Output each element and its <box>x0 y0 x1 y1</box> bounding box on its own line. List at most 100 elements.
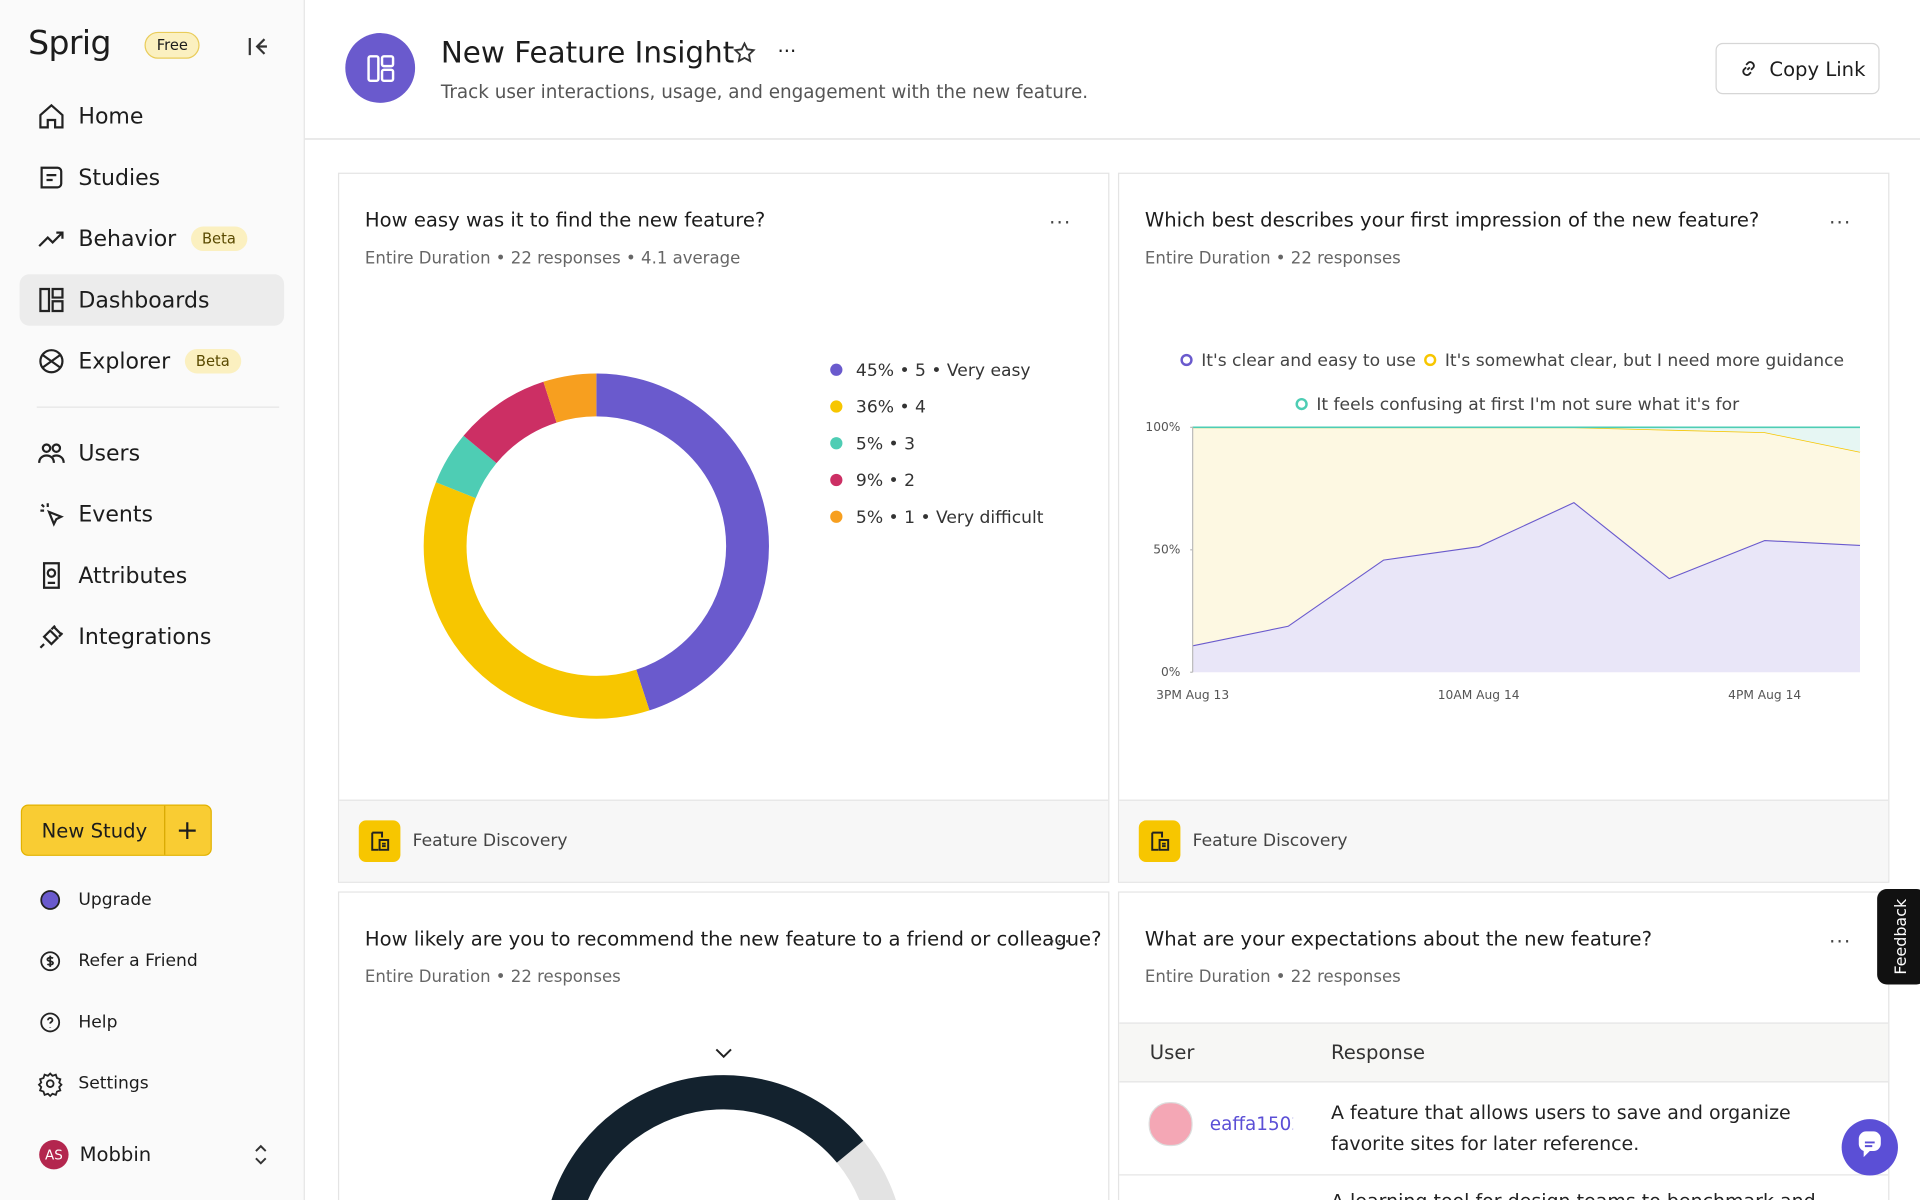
icon <box>40 890 61 910</box>
nav-label: Integrations <box>78 623 212 650</box>
card-meta: Entire Duration • 22 responses <box>1144 967 1401 987</box>
page-subtitle: Track user interactions, usage, and enga… <box>440 80 1089 103</box>
gauge-track <box>836 1140 896 1200</box>
dashboard-icon <box>345 33 416 103</box>
footer-label: Feature Discovery <box>1192 831 1348 852</box>
card-title: How easy was it to find the new feature? <box>364 208 766 232</box>
nav-item[interactable]: Studies <box>20 152 284 203</box>
nav-item[interactable]: Dashboards <box>19 274 285 326</box>
area <box>1192 502 1860 673</box>
legend-entry: 9% • 2 <box>856 471 915 491</box>
separator: • <box>883 508 904 528</box>
legend-entry: It's clear and easy to use <box>1201 351 1416 371</box>
icon <box>38 443 65 463</box>
card-title: What are your expectations about the new… <box>1144 926 1653 951</box>
chat-button[interactable] <box>1841 1119 1898 1176</box>
row-divider <box>1119 1174 1889 1176</box>
plus[interactable]: + <box>164 805 209 855</box>
footer-label: Feature Discovery <box>412 831 568 852</box>
card-menu[interactable]: ··· <box>1049 210 1072 234</box>
legend-entry: It's somewhat clear, but I need more gui… <box>1445 351 1844 371</box>
feedback-tab[interactable]: Feedback <box>1877 888 1920 985</box>
table-header <box>1119 1022 1889 1083</box>
copy-link-button[interactable]: Copy Link <box>1715 42 1880 95</box>
x-tick-label: 10AM Aug 14 <box>1438 688 1520 702</box>
sidebar-link[interactable]: Refer a Friend <box>37 947 198 976</box>
nav-item[interactable]: Integrations <box>20 611 284 662</box>
footer-icon <box>358 820 401 863</box>
card: How easy was it to find the new feature?… <box>337 172 1110 883</box>
column-header: Response <box>1331 1040 1426 1065</box>
card-footer: Feature Discovery <box>339 799 1109 882</box>
nav-label: Users <box>78 440 141 466</box>
icon <box>37 1072 63 1098</box>
legend-entry: 36% • 4 <box>856 398 926 418</box>
nav-label: Events <box>78 501 154 528</box>
chevrons[interactable] <box>251 1144 271 1166</box>
icon <box>39 287 64 313</box>
icon <box>39 624 64 649</box>
card-menu[interactable]: ··· <box>1829 929 1852 953</box>
separator: • <box>915 508 936 528</box>
nav-item[interactable]: Attributes <box>20 550 284 601</box>
nav-item[interactable]: Events <box>20 489 284 540</box>
nav-label: Explorer <box>78 348 171 375</box>
nav-label: Attributes <box>78 562 188 589</box>
user-name[interactable]: Mobbin <box>79 1142 152 1166</box>
nav-item[interactable]: Home <box>20 91 284 142</box>
icon-shape <box>40 1012 61 1033</box>
footer-icon <box>1138 820 1181 863</box>
x-tick-label: 4PM Aug 14 <box>1728 688 1801 702</box>
icon <box>1151 831 1170 851</box>
nav-label: Studies <box>78 164 161 191</box>
icon-shape <box>37 1072 63 1098</box>
icon <box>39 103 64 129</box>
card-menu[interactable]: ··· <box>1829 210 1852 234</box>
icon <box>40 951 61 972</box>
separator: • <box>883 434 904 454</box>
icon <box>40 1012 61 1033</box>
nav-item[interactable]: Behavior Beta <box>20 213 284 264</box>
sidebar-link[interactable]: Help <box>37 1008 117 1037</box>
x-tick-label: 3PM Aug 13 <box>1156 688 1229 702</box>
nav-label: Home <box>78 103 144 130</box>
brand[interactable]: Sprig <box>28 24 111 63</box>
card-footer: Feature Discovery <box>1119 799 1889 882</box>
icon-shape <box>39 349 64 374</box>
y-tick-label: 0% <box>1161 665 1180 679</box>
card-menu[interactable]: ··· <box>1049 929 1072 953</box>
link-label: Refer a Friend <box>78 951 198 972</box>
collapse-icon[interactable] <box>245 34 269 58</box>
legend-swatch <box>830 400 843 413</box>
sidebar-link[interactable]: Settings <box>37 1069 149 1098</box>
user-id[interactable]: eaffa1502 <box>1209 1113 1293 1136</box>
sidebar-link[interactable]: Upgrade <box>37 885 152 914</box>
card-meta: Entire Duration • 22 responses <box>1144 248 1401 269</box>
legend-score: 2 <box>904 471 915 491</box>
card-meta: Entire Duration • 22 responses • 4.1 ave… <box>364 248 741 269</box>
legend-score: 3 <box>904 434 915 454</box>
legend-swatch <box>830 510 843 523</box>
nav-item[interactable]: Explorer Beta <box>20 336 284 387</box>
icon <box>40 166 63 189</box>
nav-label: Dashboards <box>78 287 210 313</box>
more[interactable]: ··· <box>777 39 797 63</box>
nav-badge: Beta <box>190 226 247 252</box>
chart <box>551 1048 896 1200</box>
new-study-button[interactable]: New Study + <box>20 804 212 856</box>
gauge-value <box>551 1075 864 1200</box>
icon-shape <box>39 287 64 313</box>
donut-segment <box>423 373 769 719</box>
chevron <box>715 1048 732 1059</box>
legend-score: 1 <box>904 508 915 528</box>
card: What are your expectations about the new… <box>1117 891 1890 1200</box>
copy-link-label: Copy Link <box>1769 56 1866 81</box>
card: Which best describes your first impressi… <box>1117 172 1890 883</box>
column-header: User <box>1149 1040 1195 1065</box>
nav-item[interactable]: Users <box>20 427 284 478</box>
header: New Feature Insight ··· Track user inter… <box>304 0 1920 140</box>
legend-percent: 45% <box>856 361 894 381</box>
star[interactable] <box>733 41 756 64</box>
icon-shape <box>40 890 61 910</box>
